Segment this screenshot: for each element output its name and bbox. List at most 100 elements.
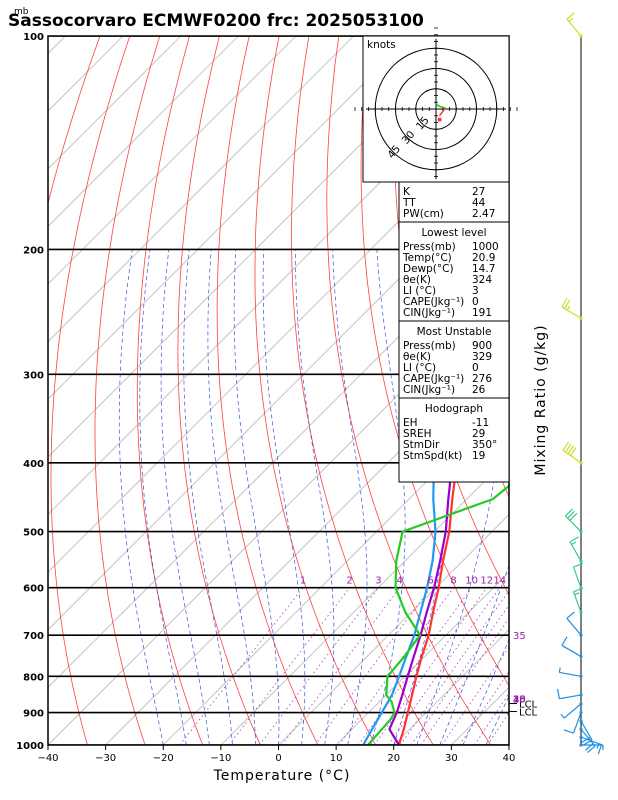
y-tick-label: 800 <box>23 672 44 683</box>
wind-barb <box>579 719 593 746</box>
index-table: K 27 TT 44 PW(cm) 2.47 Lowest level Press(mb) 10… <box>398 181 510 483</box>
wind-barb-flag <box>583 739 593 746</box>
dry-adiabat <box>136 36 204 745</box>
wind-barb-shaft <box>563 703 582 719</box>
mixing-ratio-line <box>314 587 432 745</box>
wind-barbs-column <box>557 12 604 755</box>
dry-adiabat <box>254 36 376 745</box>
series-point <box>434 530 437 533</box>
hodograph-trace-high <box>438 107 447 117</box>
series-point <box>401 530 404 533</box>
wind-barb-flag <box>581 736 591 743</box>
mixing-ratio-line <box>259 587 379 745</box>
moist-adiabat <box>183 249 233 745</box>
wind-barb-flag <box>566 12 575 20</box>
wind-barb <box>563 710 583 734</box>
series-point <box>386 675 389 678</box>
wind-barb-shaft <box>562 449 582 464</box>
series-point <box>606 35 608 37</box>
mixing-ratio-label: 2 <box>346 576 352 587</box>
table-row-label: StmDir <box>403 439 440 451</box>
x-tick-label: 40 <box>503 753 516 764</box>
series-point <box>549 421 551 423</box>
mixing-ratio-label: 35 <box>513 631 526 642</box>
wind-barb-flag <box>558 667 561 673</box>
series-point <box>447 498 450 501</box>
table-row-label: Dewp(°C) <box>403 263 454 275</box>
x-tick-label: 30 <box>445 753 458 764</box>
series-point <box>444 530 447 533</box>
isotherm <box>48 36 239 227</box>
table-row-label: StmSpd(kt) <box>403 450 462 462</box>
table-section-heading: Hodograph <box>425 403 483 415</box>
series-point <box>390 701 393 704</box>
isotherm <box>48 36 470 458</box>
series-point <box>385 694 388 696</box>
isotherm <box>48 36 412 400</box>
series-point <box>394 586 397 589</box>
series-point <box>442 560 444 562</box>
table-row-value: 0 <box>472 362 479 374</box>
wind-barb-flag <box>587 745 596 753</box>
table-row-value: 19 <box>472 450 485 462</box>
table-row-label: Press(mb) <box>403 241 456 253</box>
series-point <box>528 160 530 162</box>
axes-labels: −40 −30 −20 −10 0 10 20 30 401000900800700600500… <box>16 32 537 764</box>
wind-barb-flag <box>565 443 572 453</box>
mixing-ratio-label: 25 <box>513 695 526 706</box>
mixing-ratio-label: 20 <box>513 695 526 706</box>
wind-barb-flag <box>568 17 574 22</box>
table-row-value: 0 <box>472 296 479 308</box>
wind-barb <box>561 636 583 659</box>
mixing-ratio-label: 3 <box>375 576 381 587</box>
isotherm <box>335 571 509 745</box>
table-row-label: PW(cm) <box>403 208 444 220</box>
y-tick-label: 600 <box>23 584 44 595</box>
table-row-label: CAPE(Jkg⁻¹) <box>403 296 464 308</box>
table-row-label: CIN(Jkg⁻¹) <box>403 307 455 319</box>
wind-barb <box>562 441 583 465</box>
wind-barb-flag <box>564 299 571 309</box>
wind-barb-shaft <box>561 306 582 319</box>
hodograph-unit-label: knots <box>367 39 396 51</box>
mixing-ratio-label: 4 <box>397 576 403 587</box>
wind-barb <box>558 667 583 678</box>
wind-barb-flag <box>557 688 560 699</box>
mixing-ratio-line <box>179 587 304 745</box>
wind-barb-flag <box>566 611 575 619</box>
lcl-label: LCL <box>519 708 538 719</box>
series-point <box>391 694 393 696</box>
wind-barb-shaft <box>566 617 582 636</box>
wind-barb <box>565 508 583 534</box>
wind-barb <box>561 298 583 320</box>
isotherm <box>567 36 618 745</box>
moist-adiabat <box>262 249 306 745</box>
wind-barb-flag <box>561 298 568 308</box>
isotherm <box>162 398 509 745</box>
series-point <box>413 634 416 637</box>
y-tick-label: 1000 <box>16 741 44 752</box>
x-tick-label: −20 <box>153 753 174 764</box>
series-point <box>371 728 373 731</box>
dry-adiabat <box>291 36 434 745</box>
table-row-label: LI (°C) <box>403 362 436 374</box>
hodograph-trace-low <box>435 102 446 110</box>
dry-adiabat <box>50 36 131 745</box>
table-section-heading: Lowest level <box>421 227 486 239</box>
y-tick-label: 700 <box>23 631 44 642</box>
wind-barb-flag <box>597 744 603 755</box>
series-point <box>406 675 409 678</box>
wind-barb-flag <box>570 447 577 456</box>
moist-adiabat <box>118 249 164 745</box>
wind-barb <box>566 12 583 38</box>
table-row-value: 29 <box>472 428 485 440</box>
table-row-value: 44 <box>472 197 486 209</box>
wind-barb <box>572 563 584 590</box>
wind-barb <box>572 587 584 614</box>
moist-adiabat <box>332 249 368 745</box>
table-row-value: 1000 <box>472 241 499 253</box>
table-row-value: -11 <box>472 417 489 429</box>
series-point <box>398 675 400 678</box>
